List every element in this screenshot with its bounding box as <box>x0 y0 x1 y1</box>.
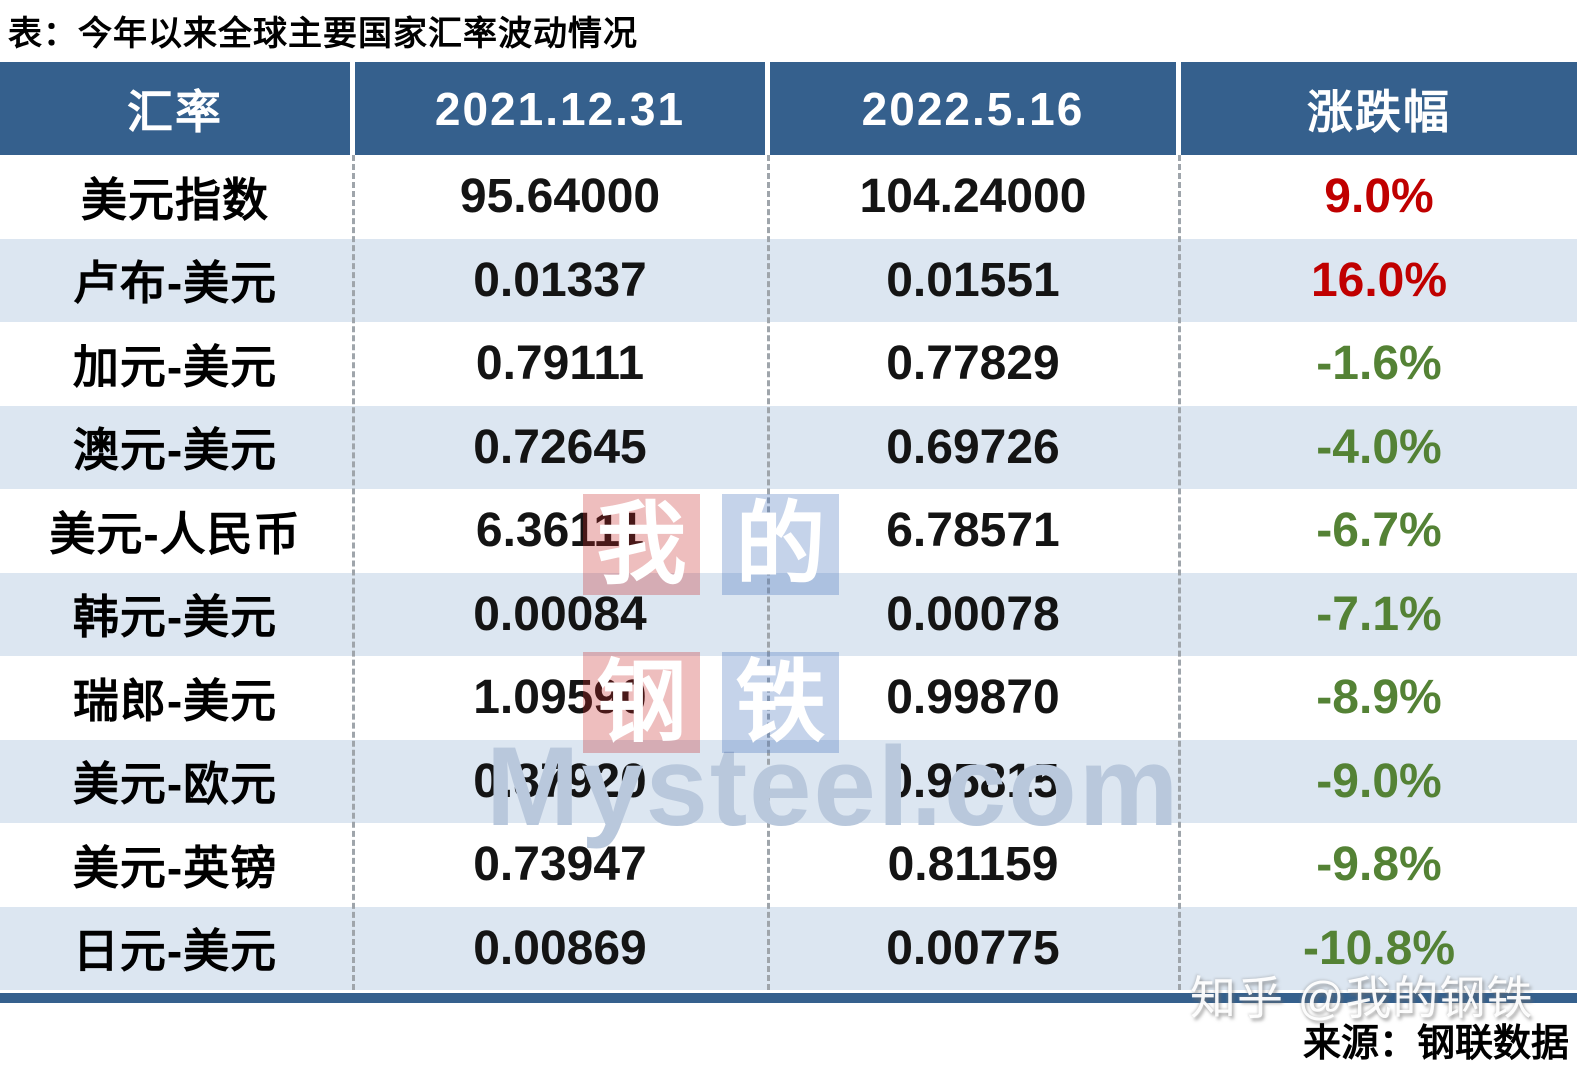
value-2021-cell: 0.01337 <box>473 253 647 307</box>
pair-cell: 加元-美元 <box>72 340 278 393</box>
value-2021-cell: 0.73947 <box>473 838 647 892</box>
value-2021-cell: 0.79111 <box>475 337 645 391</box>
value-2022-cell: 0.00775 <box>886 921 1060 975</box>
zhihu-watermark: 知乎 @我的钢铁 <box>1190 972 1534 1024</box>
pair-cell: 瑞郎-美元 <box>72 674 278 727</box>
value-2022-cell: 0.01551 <box>886 253 1060 307</box>
change-cell: 9.0% <box>1324 170 1434 224</box>
pair-cell: 美元-英镑 <box>72 841 278 894</box>
change-cell: -10.8% <box>1302 921 1456 975</box>
value-2021-cell: 95.64000 <box>459 170 661 224</box>
value-2022-cell: 0.99870 <box>886 671 1060 725</box>
change-cell: -8.9% <box>1316 671 1442 725</box>
rates-table: 汇率 2021.12.31 2022.5.16 涨跌幅 美元指数 95.6400… <box>0 62 1577 990</box>
pair-cell: 美元-欧元 <box>72 758 278 811</box>
value-2021-cell: 6.36111 <box>475 504 645 558</box>
table-bottom-border <box>0 993 1577 1003</box>
table-row: 加元-美元 0.79111 0.77829 -1.6% <box>0 322 1577 406</box>
value-2022-cell: 6.78571 <box>886 504 1060 558</box>
table-row: 韩元-美元 0.00084 0.00078 -7.1% <box>0 572 1577 656</box>
table-row: 美元-英镑 0.73947 0.81159 -9.8% <box>0 823 1577 907</box>
header-cell-date1: 2021.12.31 <box>355 62 765 155</box>
column-divider-dashed <box>767 155 770 990</box>
pair-cell: 卢布-美元 <box>72 257 278 310</box>
value-2021-cell: 0.00869 <box>473 921 647 975</box>
table-row: 美元指数 95.64000 104.24000 9.0% <box>0 155 1577 239</box>
change-cell: -9.0% <box>1316 754 1442 808</box>
column-divider-dashed <box>1178 155 1181 990</box>
table-row: 卢布-美元 0.01337 0.01551 16.0% <box>0 238 1577 322</box>
pair-cell: 澳元-美元 <box>72 424 278 477</box>
data-source-label: 来源：钢联数据 <box>1302 1023 1569 1065</box>
change-cell: -4.0% <box>1316 420 1442 474</box>
value-2021-cell: 1.09590 <box>473 671 647 725</box>
table-row: 瑞郎-美元 1.09590 0.99870 -8.9% <box>0 656 1577 740</box>
value-2021-cell: 0.00084 <box>473 587 647 641</box>
change-cell: 16.0% <box>1310 253 1448 307</box>
table-row: 美元-欧元 0.87920 0.95815 -9.0% <box>0 739 1577 823</box>
figure-title: 表：今年以来全球主要国家汇率波动情况 <box>8 15 638 53</box>
header-cell-date2: 2022.5.16 <box>770 62 1176 155</box>
change-cell: -9.8% <box>1316 838 1442 892</box>
change-cell: -6.7% <box>1316 504 1442 558</box>
table-row: 美元-人民币 6.36111 6.78571 -6.7% <box>0 489 1577 573</box>
header-cell-change: 涨跌幅 <box>1181 62 1577 155</box>
pair-cell: 美元指数 <box>81 173 269 226</box>
table-row: 日元-美元 0.00869 0.00775 -10.8% <box>0 906 1577 990</box>
value-2022-cell: 0.00078 <box>886 587 1060 641</box>
pair-cell: 美元-人民币 <box>49 507 301 560</box>
table-row: 澳元-美元 0.72645 0.69726 -4.0% <box>0 405 1577 489</box>
table-header-row: 汇率 2021.12.31 2022.5.16 涨跌幅 <box>0 62 1577 155</box>
value-2021-cell: 0.87920 <box>473 754 647 808</box>
change-cell: -7.1% <box>1316 587 1442 641</box>
value-2022-cell: 0.69726 <box>886 420 1060 474</box>
column-divider-dashed <box>352 155 355 990</box>
value-2022-cell: 0.77829 <box>886 337 1060 391</box>
value-2022-cell: 104.24000 <box>859 170 1087 224</box>
pair-cell: 日元-美元 <box>72 925 278 978</box>
value-2022-cell: 0.81159 <box>887 838 1059 892</box>
header-cell-pair: 汇率 <box>0 62 350 155</box>
table-body: 美元指数 95.64000 104.24000 9.0% 卢布-美元 0.013… <box>0 155 1577 990</box>
pair-cell: 韩元-美元 <box>72 591 278 644</box>
value-2022-cell: 0.95815 <box>886 754 1060 808</box>
value-2021-cell: 0.72645 <box>473 420 647 474</box>
change-cell: -1.6% <box>1316 337 1442 391</box>
